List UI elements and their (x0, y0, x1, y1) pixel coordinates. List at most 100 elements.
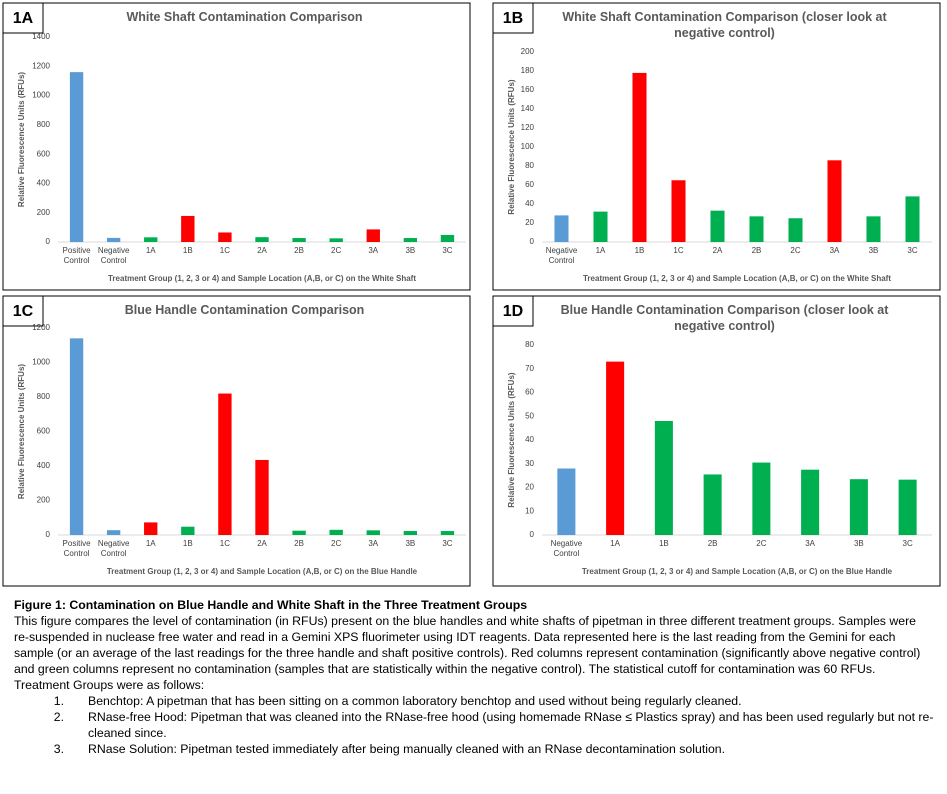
x-tick-label-box: 2C (790, 246, 800, 255)
y-axis-label: Relative Fluorescence Units (RFUs) (507, 79, 516, 214)
bar (329, 529, 343, 535)
x-tick-label: 1C (219, 539, 231, 548)
y-tick-label: 180 (521, 66, 535, 75)
x-tick-label: Negative Control (97, 246, 130, 265)
x-tick-label-box: 1C (673, 246, 684, 255)
bar (69, 72, 84, 243)
x-axis-label-box: Treatment Group (1, 2, 3 or 4) and Sampl… (107, 567, 417, 576)
x-tick-label-box: 2B (294, 246, 304, 255)
x-tick-label: 3C (902, 539, 913, 548)
bar (752, 462, 771, 535)
panel-label: 1C (13, 303, 34, 320)
chart-title: White Shaft Contamination Comparison (126, 10, 363, 24)
bar (749, 216, 764, 242)
x-tick-label-box: 1A (610, 539, 621, 548)
x-axis-label-box: Treatment Group (1, 2, 3 or 4) and Sampl… (581, 567, 893, 576)
panel-label-box (492, 295, 534, 327)
chart-title: Blue Handle Contamination Comparison (124, 303, 365, 317)
x-tick-label: 1C (673, 246, 684, 255)
x-tick-label: 2C (756, 539, 767, 548)
bar (292, 530, 306, 535)
x-tick-label-box: 3B (853, 539, 864, 548)
x-tick-label-box: 2A (257, 246, 267, 255)
x-tick-label: Negative Control (550, 539, 583, 558)
y-axis-label: Relative Fluorescence Units (RFUs) (17, 72, 26, 207)
y-tick-label: 80 (525, 161, 534, 170)
y-tick-label: 800 (37, 120, 51, 129)
y-axis-label: Relative Fluorescence Units (RFUs) (17, 364, 26, 499)
panel-label: 1B (503, 10, 523, 27)
bar (292, 238, 306, 242)
caption-body: This figure compares the level of contam… (14, 614, 921, 676)
x-tick-label: 1B (182, 246, 193, 255)
y-tick-label: 30 (525, 459, 534, 468)
panel-label-box (2, 2, 44, 34)
x-tick-label: 1B (634, 246, 645, 255)
x-tick-label-box: 3C (907, 246, 917, 255)
bar (557, 468, 576, 535)
chart-title-box: White Shaft Contamination Comparison (126, 10, 363, 24)
x-axis-label: Treatment Group (1, 2, 3 or 4) and Sampl… (582, 274, 892, 283)
x-tick-label: 3B (853, 539, 864, 548)
x-tick-label-box: 2C (331, 539, 341, 548)
bar (366, 229, 380, 242)
panel-border (492, 2, 941, 291)
x-axis-label-box: Treatment Group (1, 2, 3 or 4) and Sampl… (108, 274, 416, 283)
y-tick-label: 400 (37, 461, 51, 470)
bar (866, 216, 881, 242)
x-tick-label-box: 3C (442, 539, 453, 548)
x-tick-label-box: 1C (219, 539, 231, 548)
x-tick-label: 2B (707, 539, 718, 548)
x-tick-label: 2A (257, 539, 267, 548)
list-item-number: 3. (53, 742, 64, 756)
bar (255, 459, 269, 535)
y-tick-label: 600 (37, 149, 51, 158)
y-tick-label: 1000 (32, 91, 50, 100)
x-tick-label: Positive Control (62, 246, 91, 265)
bar (106, 530, 121, 535)
panel-label-box (492, 2, 534, 34)
bar (654, 421, 673, 535)
x-tick-label: 3A (368, 246, 379, 255)
panel-border (2, 295, 471, 587)
x-tick-label: 1B (182, 539, 193, 548)
bar (849, 479, 868, 535)
x-tick-label: 2A (257, 246, 267, 255)
bar (788, 218, 803, 242)
bar (218, 393, 232, 535)
y-tick-label: 0 (530, 237, 535, 246)
x-tick-label: 1C (219, 246, 231, 255)
bar (440, 531, 455, 535)
y-tick-label: 100 (521, 142, 535, 151)
x-tick-label: 1A (610, 539, 621, 548)
x-tick-label-box: Positive Control (63, 539, 91, 558)
panel-label: 1A (13, 10, 34, 27)
list-item-number: 2. (53, 710, 64, 724)
y-tick-label: 10 (525, 506, 534, 515)
y-tick-label: 50 (525, 411, 534, 420)
x-tick-label: 3B (405, 539, 416, 548)
x-axis-label: Treatment Group (1, 2, 3 or 4) and Sampl… (581, 567, 893, 576)
bar (106, 237, 121, 242)
y-tick-label: 1000 (32, 358, 50, 367)
bar (593, 211, 608, 242)
x-tick-label: 3C (442, 539, 453, 548)
list-item: 2. RNase-free Hood: Pipetman that was cle… (14, 709, 934, 741)
y-tick-label: 400 (37, 179, 51, 188)
bar (144, 522, 158, 535)
x-tick-label-box: 1A (146, 246, 156, 255)
x-tick-label-box: Negative Control (550, 539, 583, 558)
bar (671, 180, 686, 242)
y-tick-label: 70 (525, 364, 534, 373)
x-tick-label-box: 1A (146, 539, 156, 548)
x-tick-label: 1B (658, 539, 669, 548)
list-item: 3. RNase Solution: Pipetman tested immedi… (14, 741, 934, 757)
x-tick-label: 1A (595, 246, 606, 255)
y-tick-label: 80 (525, 340, 534, 349)
bar (69, 338, 84, 535)
x-tick-label-box: 2A (257, 539, 267, 548)
x-tick-label-box: 3A (805, 539, 815, 548)
x-tick-label-box: 3B (405, 539, 416, 548)
x-tick-label: 3B (868, 246, 879, 255)
caption-title: Figure 1: Contamination on Blue Handle a… (14, 598, 528, 612)
